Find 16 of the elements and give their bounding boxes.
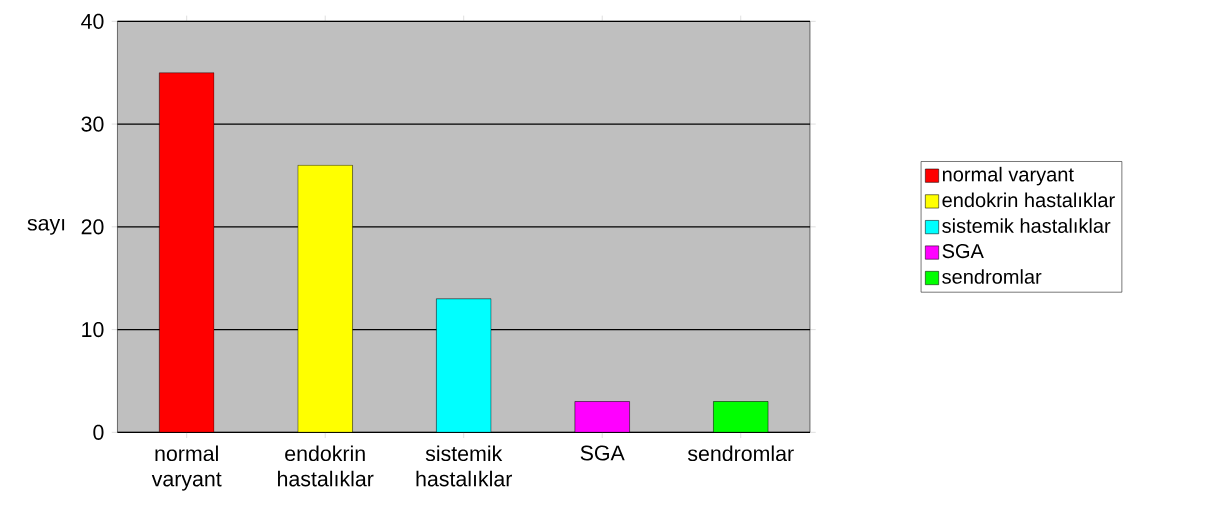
legend-label: SGA — [942, 243, 984, 258]
y-axis-title: sayı — [27, 218, 65, 235]
legend-label: sistemik hastalıklar — [942, 218, 1111, 233]
x-tick-label: sistemik hastalıklar — [416, 445, 513, 487]
y-tick-label: 0 — [93, 424, 104, 440]
y-tick-label: 30 — [81, 116, 104, 132]
y-tick-label: 20 — [81, 219, 104, 235]
legend-label: endokrin hastalıklar — [942, 192, 1115, 208]
x-tick-label: endokrin hastalıklar — [278, 445, 374, 487]
x-tick-label: sendromlar — [687, 445, 794, 461]
x-tick-label: normal varyant — [151, 445, 222, 491]
y-tick-label: 10 — [82, 321, 104, 337]
legend-label: normal varyant — [942, 166, 1074, 186]
x-tick-label: SGA — [580, 445, 625, 461]
legend-label: sendromlar — [942, 268, 1042, 284]
y-tick-label: 40 — [81, 13, 104, 29]
